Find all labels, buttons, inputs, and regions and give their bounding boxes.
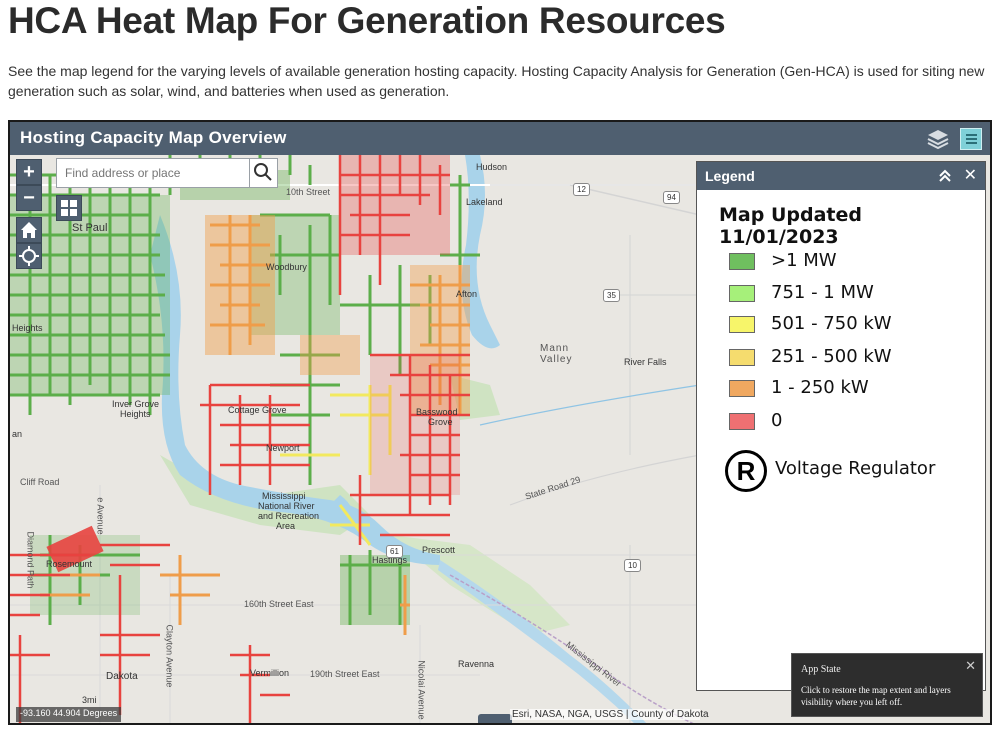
legend-label: 501 - 750 kW — [771, 313, 892, 334]
shield-35: 35 — [603, 289, 620, 302]
label-cliff-road: Cliff Road — [20, 477, 60, 487]
search-button[interactable] — [249, 159, 277, 187]
legend-updated: Map Updated 11/01/2023 — [719, 204, 862, 248]
legend-swatch — [729, 316, 755, 333]
legend-label: 0 — [771, 410, 783, 431]
shield-94: 94 — [663, 191, 680, 204]
label-dakota: Dakota — [106, 671, 138, 682]
legend-label: >1 MW — [771, 250, 837, 271]
voltage-regulator-icon: R — [725, 450, 767, 492]
map-header: Hosting Capacity Map Overview — [10, 122, 990, 155]
legend-header: Legend ✕ — [697, 162, 985, 190]
label-160th-street: 160th Street East — [244, 599, 314, 609]
label-ravenna: Ravenna — [458, 659, 495, 669]
label-basswood-2: Grove — [428, 417, 453, 427]
label-mississippi-4: Area — [276, 521, 296, 531]
legend-label: 251 - 500 kW — [771, 346, 892, 367]
legend-panel: Legend ✕ Map Updated 11/01/2023 >1 MW 75… — [696, 161, 986, 691]
label-mississippi-2: National River — [258, 501, 315, 511]
coordinates-readout: -93.160 44.904 Degrees — [16, 707, 122, 722]
collapse-icon[interactable] — [937, 167, 953, 185]
close-icon[interactable]: ✕ — [963, 167, 977, 184]
label-an: an — [12, 429, 23, 439]
label-woodbury: Woodbury — [266, 262, 307, 272]
label-lakeland: Lakeland — [466, 197, 503, 207]
label-mann-valley: Mann — [540, 343, 570, 354]
zoom-out-button[interactable]: − — [16, 185, 42, 211]
legend-swatch — [729, 413, 755, 430]
heatmap-red-blocks — [46, 155, 460, 573]
intro-text: See the map legend for the varying level… — [8, 63, 985, 99]
shield-12: 12 — [573, 183, 590, 196]
label-nicolai-ave: Nicolai Avenue — [416, 660, 427, 720]
app-state-popup[interactable]: App State ✕ Click to restore the map ext… — [791, 653, 983, 717]
voltage-regulator-label: Voltage Regulator — [775, 458, 936, 479]
attribution-toggle[interactable] — [478, 714, 512, 723]
label-inver-grove: Inver Grove — [112, 399, 160, 409]
label-cottage-grove: Cottage Grove — [228, 405, 287, 415]
app-state-title: App State — [801, 664, 841, 675]
search-icon — [254, 163, 272, 181]
legend-list-icon[interactable] — [960, 128, 982, 150]
shield-61: 61 — [386, 545, 403, 558]
basemap-gallery-icon[interactable] — [56, 195, 82, 221]
zoom-in-button[interactable]: + — [16, 159, 42, 185]
label-hudson: Hudson — [476, 162, 508, 172]
label-hastings: Hastings — [372, 555, 408, 565]
map-widget: Hosting Capacity Map Overview — [8, 120, 992, 725]
label-prescott: Prescott — [422, 545, 456, 555]
map-header-title: Hosting Capacity Map Overview — [20, 128, 287, 147]
label-heights: Heights — [12, 323, 43, 333]
heatmap-yellow — [280, 385, 392, 546]
label-st-paul: St Paul — [72, 222, 108, 234]
app-state-description: Click to restore the map extent and laye… — [801, 685, 951, 707]
label-mann-valley-2: Valley — [540, 354, 573, 365]
label-mississippi: Mississippi — [262, 491, 306, 501]
search-input[interactable] — [57, 159, 251, 187]
close-icon[interactable]: ✕ — [965, 658, 976, 673]
label-afton: Afton — [456, 289, 478, 299]
shield-10: 10 — [624, 559, 641, 572]
legend-swatch — [729, 380, 755, 397]
home-icon[interactable] — [16, 217, 42, 243]
locate-icon[interactable] — [16, 243, 42, 269]
label-10th-street: 10th Street — [286, 187, 331, 197]
layers-icon[interactable] — [926, 127, 950, 151]
legend-swatch — [729, 253, 755, 270]
heatmap-red — [10, 155, 470, 723]
map-canvas[interactable]: Hudson Lakeland St Paul Woodbury Afton H… — [10, 155, 990, 723]
label-inver-grove-2: Heights — [120, 409, 151, 419]
page-title: HCA Heat Map For Generation Resources — [8, 0, 726, 41]
legend-swatch — [729, 285, 755, 302]
legend-title: Legend — [705, 168, 755, 184]
label-vermillion: Vermillion — [250, 668, 290, 678]
label-diamond-path: Diamond Path — [25, 531, 36, 589]
legend-swatch — [729, 349, 755, 366]
legend-label: 1 - 250 kW — [771, 377, 869, 398]
label-basswood: Basswood — [416, 407, 458, 417]
label-newport: Newport — [266, 443, 300, 453]
label-clayton-ave: Clayton Avenue — [164, 624, 175, 688]
label-e-avenue: e Avenue — [95, 497, 106, 535]
map-attribution: Esri, NASA, NGA, USGS | County of Dakota — [510, 709, 709, 720]
label-3mi: 3mi — [82, 695, 97, 705]
heatmap-orange-blocks — [205, 215, 470, 415]
label-190th-street: 190th Street East — [310, 669, 380, 679]
search-box — [56, 158, 278, 188]
label-river-falls: River Falls — [624, 357, 667, 367]
label-rosemount: Rosemount — [46, 559, 93, 569]
label-mississippi-3: and Recreation — [258, 511, 320, 521]
legend-label: 751 - 1 MW — [771, 282, 874, 303]
